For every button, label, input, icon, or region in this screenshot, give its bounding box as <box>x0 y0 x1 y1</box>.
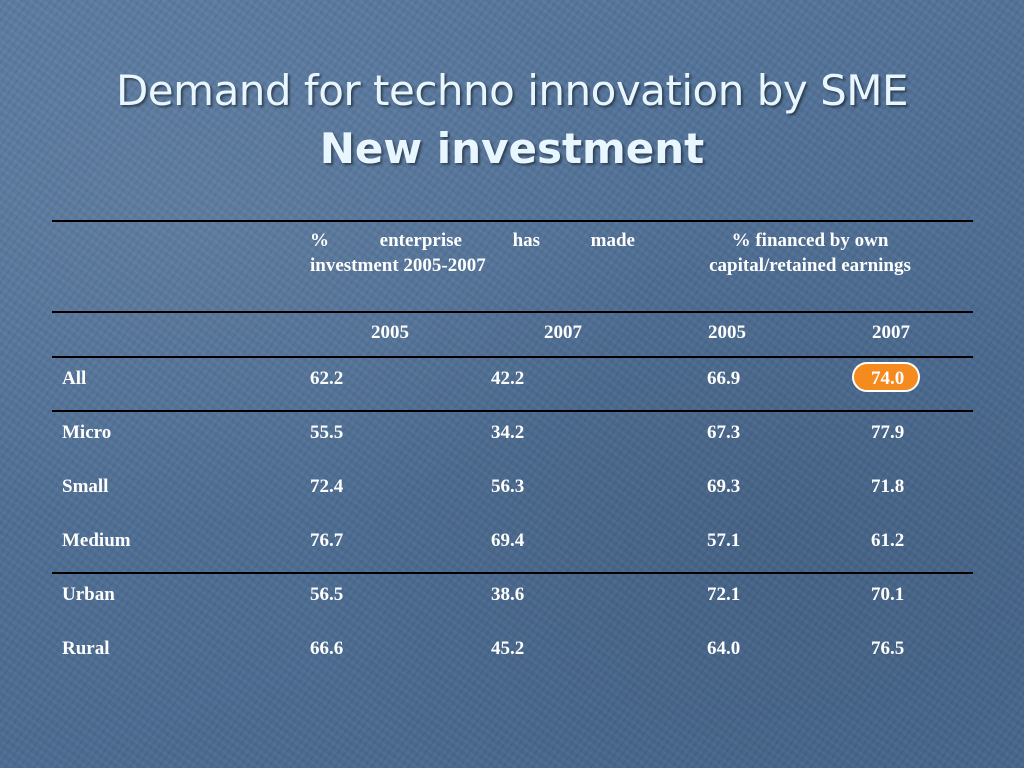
table-cell: 61.2 <box>871 530 905 551</box>
table-cell: 77.9 <box>871 422 905 443</box>
header-investment-line1: % enterprise has made <box>310 230 635 251</box>
row-label: Urban <box>62 584 115 605</box>
table-cell: 64.0 <box>707 638 741 659</box>
header-rule <box>52 311 973 313</box>
row-label: All <box>62 368 87 389</box>
title-sub: New investment <box>319 124 705 173</box>
table-cell: 57.1 <box>707 530 741 551</box>
row-label: Micro <box>62 422 112 443</box>
table-cell: 67.3 <box>707 422 741 443</box>
header-investment: % enterprise has made investment 2005-20… <box>310 228 635 278</box>
table-cell: 66.9 <box>707 368 741 389</box>
table-cell: 69.4 <box>491 530 525 551</box>
row-label: Rural <box>62 638 110 659</box>
all-row-rule <box>52 410 973 412</box>
year-header-financed-2005: 2005 <box>708 322 746 343</box>
table-cell: 72.4 <box>310 476 344 497</box>
table-cell: 72.1 <box>707 584 741 605</box>
table-cell: 70.1 <box>871 584 905 605</box>
table-cell: 38.6 <box>491 584 525 605</box>
highlighted-cell: 74.0 <box>871 368 905 389</box>
size-group-rule <box>52 572 973 574</box>
table-cell: 45.2 <box>491 638 525 659</box>
row-label: Small <box>62 476 109 497</box>
year-header-financed-2007: 2007 <box>872 322 910 343</box>
table-cell: 69.3 <box>707 476 741 497</box>
table-top-rule <box>52 220 973 222</box>
table-cell: 56.3 <box>491 476 525 497</box>
header-financed-line2: capital/retained earnings <box>709 255 911 276</box>
table-cell: 56.5 <box>310 584 344 605</box>
year-header-investment-2007: 2007 <box>544 322 582 343</box>
table-cell: 76.7 <box>310 530 344 551</box>
table-cell: 55.5 <box>310 422 344 443</box>
slide-title: Demand for techno innovation by SME New … <box>0 62 1024 178</box>
header-investment-line2: investment 2005-2007 <box>310 255 486 276</box>
table-cell: 34.2 <box>491 422 525 443</box>
title-main: Demand for techno innovation by SME <box>115 66 909 115</box>
header-financed: % financed by own capital/retained earni… <box>660 228 960 278</box>
table-cell: 76.5 <box>871 638 905 659</box>
table-cell: 71.8 <box>871 476 905 497</box>
table-cell: 62.2 <box>310 368 344 389</box>
years-rule <box>52 356 973 358</box>
header-financed-line1: % financed by own <box>731 230 889 251</box>
table-cell: 42.2 <box>491 368 525 389</box>
row-label: Medium <box>62 530 131 551</box>
highlight-oval <box>852 362 920 392</box>
year-header-investment-2005: 2005 <box>371 322 409 343</box>
table-cell: 66.6 <box>310 638 344 659</box>
